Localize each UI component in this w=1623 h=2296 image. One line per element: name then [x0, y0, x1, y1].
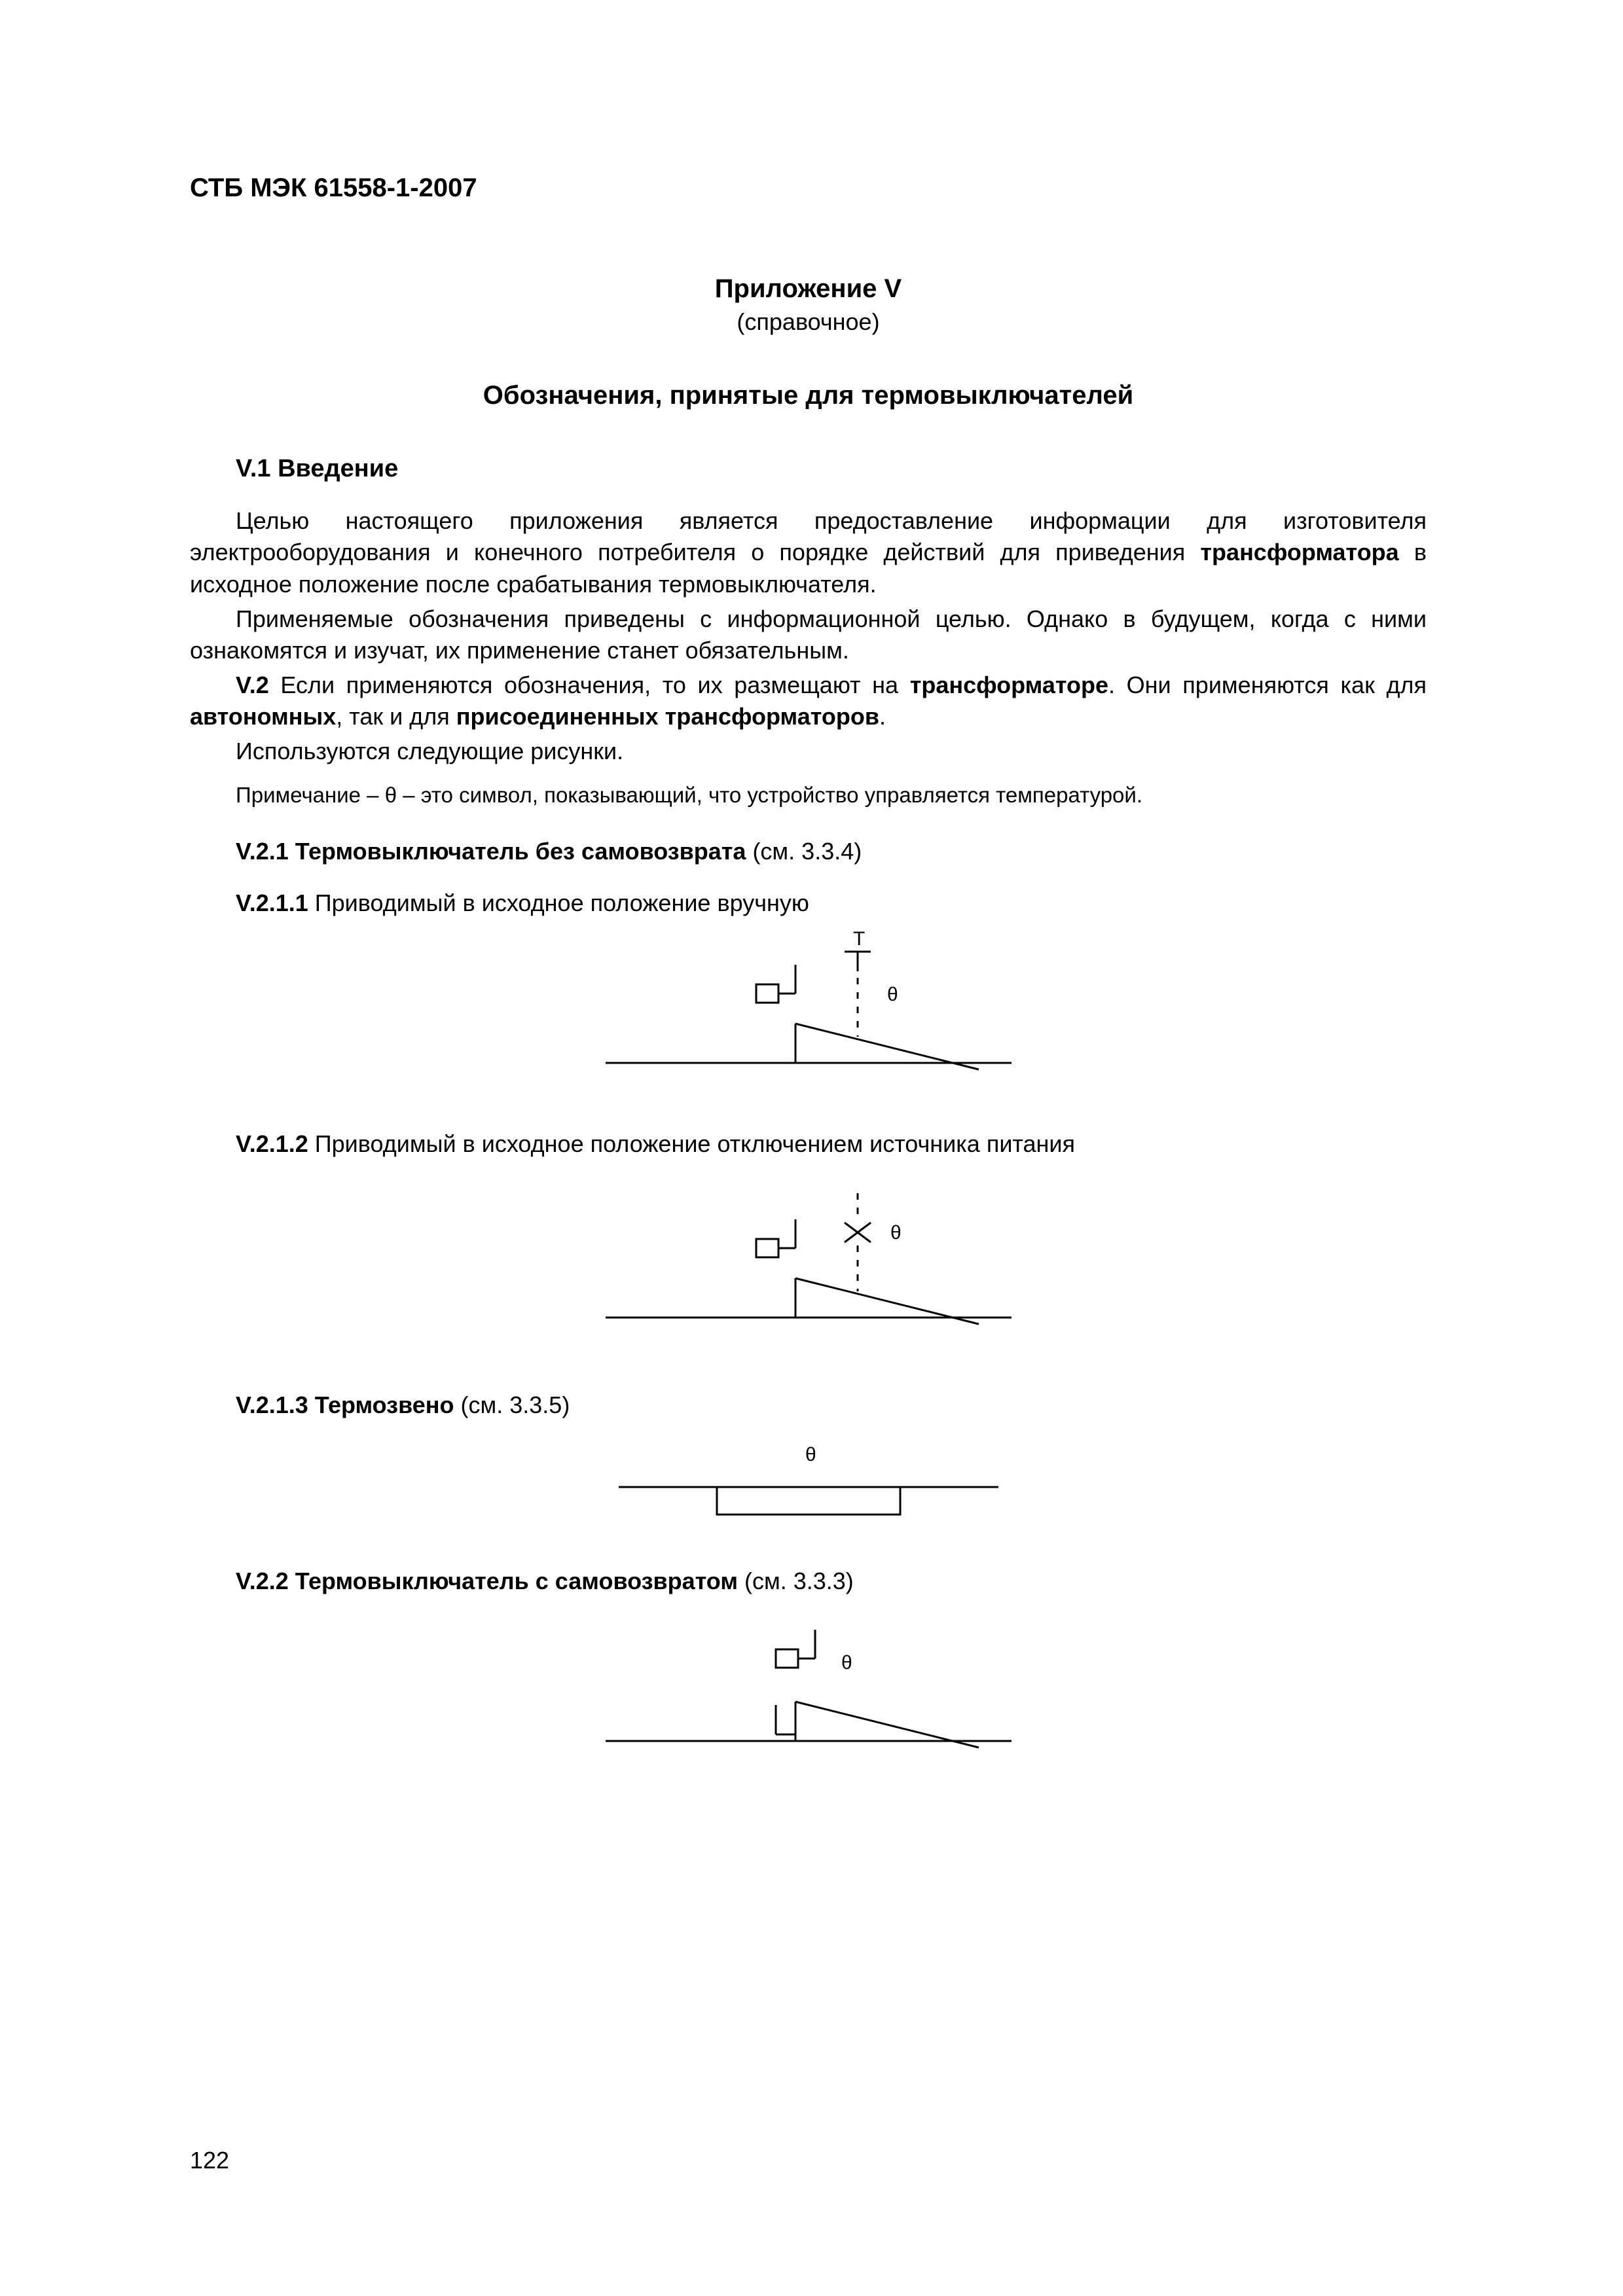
heading-v213: V.2.1.3 Термозвено (см. 3.3.5): [190, 1390, 1427, 1422]
para3-bold1: трансформаторе: [910, 672, 1108, 698]
heading-v211: V.2.1.1 Приводимый в исходное положение …: [190, 888, 1427, 920]
para3-a: Если применяются обозначения, то их разм…: [269, 672, 910, 698]
para3-c: , так и для: [336, 703, 456, 730]
para1-bold: трансформатора: [1200, 539, 1398, 565]
h-v212-txt: Приводимый в исходное положение отключен…: [308, 1130, 1075, 1157]
intro-heading: V.1 Введение: [190, 452, 1427, 486]
h-v211-txt: Приводимый в исходное положение вручную: [308, 889, 809, 916]
page-number: 122: [190, 2147, 229, 2174]
label-T: T: [853, 928, 865, 950]
h-v212-num: V.2.1.2: [236, 1130, 308, 1157]
figure-v212: θ: [579, 1167, 1038, 1350]
para3-b: . Они применяются как для: [1108, 672, 1427, 698]
note-theta: Примечание – θ – это символ, показывающи…: [190, 781, 1427, 810]
h-v22-num: V.2.2 Термовыключатель с самовозвратом: [236, 1568, 738, 1594]
para3-num: V.2: [236, 672, 269, 698]
standard-code: СТБ МЭК 61558-1-2007: [190, 170, 1427, 206]
heading-v212: V.2.1.2 Приводимый в исходное положение …: [190, 1128, 1427, 1160]
paragraph-4: Используются следующие рисунки.: [190, 736, 1427, 768]
figure-v213: θ: [579, 1428, 1038, 1533]
h-v21-ref: (см. 3.3.4): [746, 838, 862, 865]
page-content: СТБ МЭК 61558-1-2007 Приложение V (справ…: [0, 0, 1623, 1774]
h-v213-num: V.2.1.3 Термозвено: [236, 1391, 454, 1418]
figure-v211: T θ: [579, 925, 1038, 1096]
heading-v21: V.2.1 Термовыключатель без самовозврата …: [190, 836, 1427, 868]
theta-label: θ: [841, 1652, 852, 1674]
appendix-title: Приложение V: [190, 271, 1427, 306]
paragraph-1: Целью настоящего приложения является пре…: [190, 505, 1427, 601]
paragraph-2: Применяемые обозначения приведены с инфо…: [190, 603, 1427, 667]
para3-bold2: автономных: [190, 703, 336, 730]
main-heading: Обозначения, принятые для термовыключате…: [190, 378, 1427, 413]
h-v211-num: V.2.1.1: [236, 889, 308, 916]
para3-d: .: [879, 703, 886, 730]
h-v22-ref: (см. 3.3.3): [738, 1568, 854, 1594]
h-v213-ref: (см. 3.3.5): [454, 1391, 570, 1418]
theta-label: θ: [887, 984, 898, 1005]
paragraph-3: V.2 Если применяются обозначения, то их …: [190, 670, 1427, 733]
figure-v22: θ: [579, 1604, 1038, 1774]
theta-label: θ: [890, 1222, 902, 1244]
appendix-subtitle: (справочное): [190, 306, 1427, 338]
heading-v22: V.2.2 Термовыключатель с самовозвратом (…: [190, 1566, 1427, 1598]
para3-bold3: присоединенных трансформаторов: [456, 703, 879, 730]
theta-label: θ: [805, 1444, 816, 1465]
h-v21-num: V.2.1 Термовыключатель без самовозврата: [236, 838, 746, 865]
